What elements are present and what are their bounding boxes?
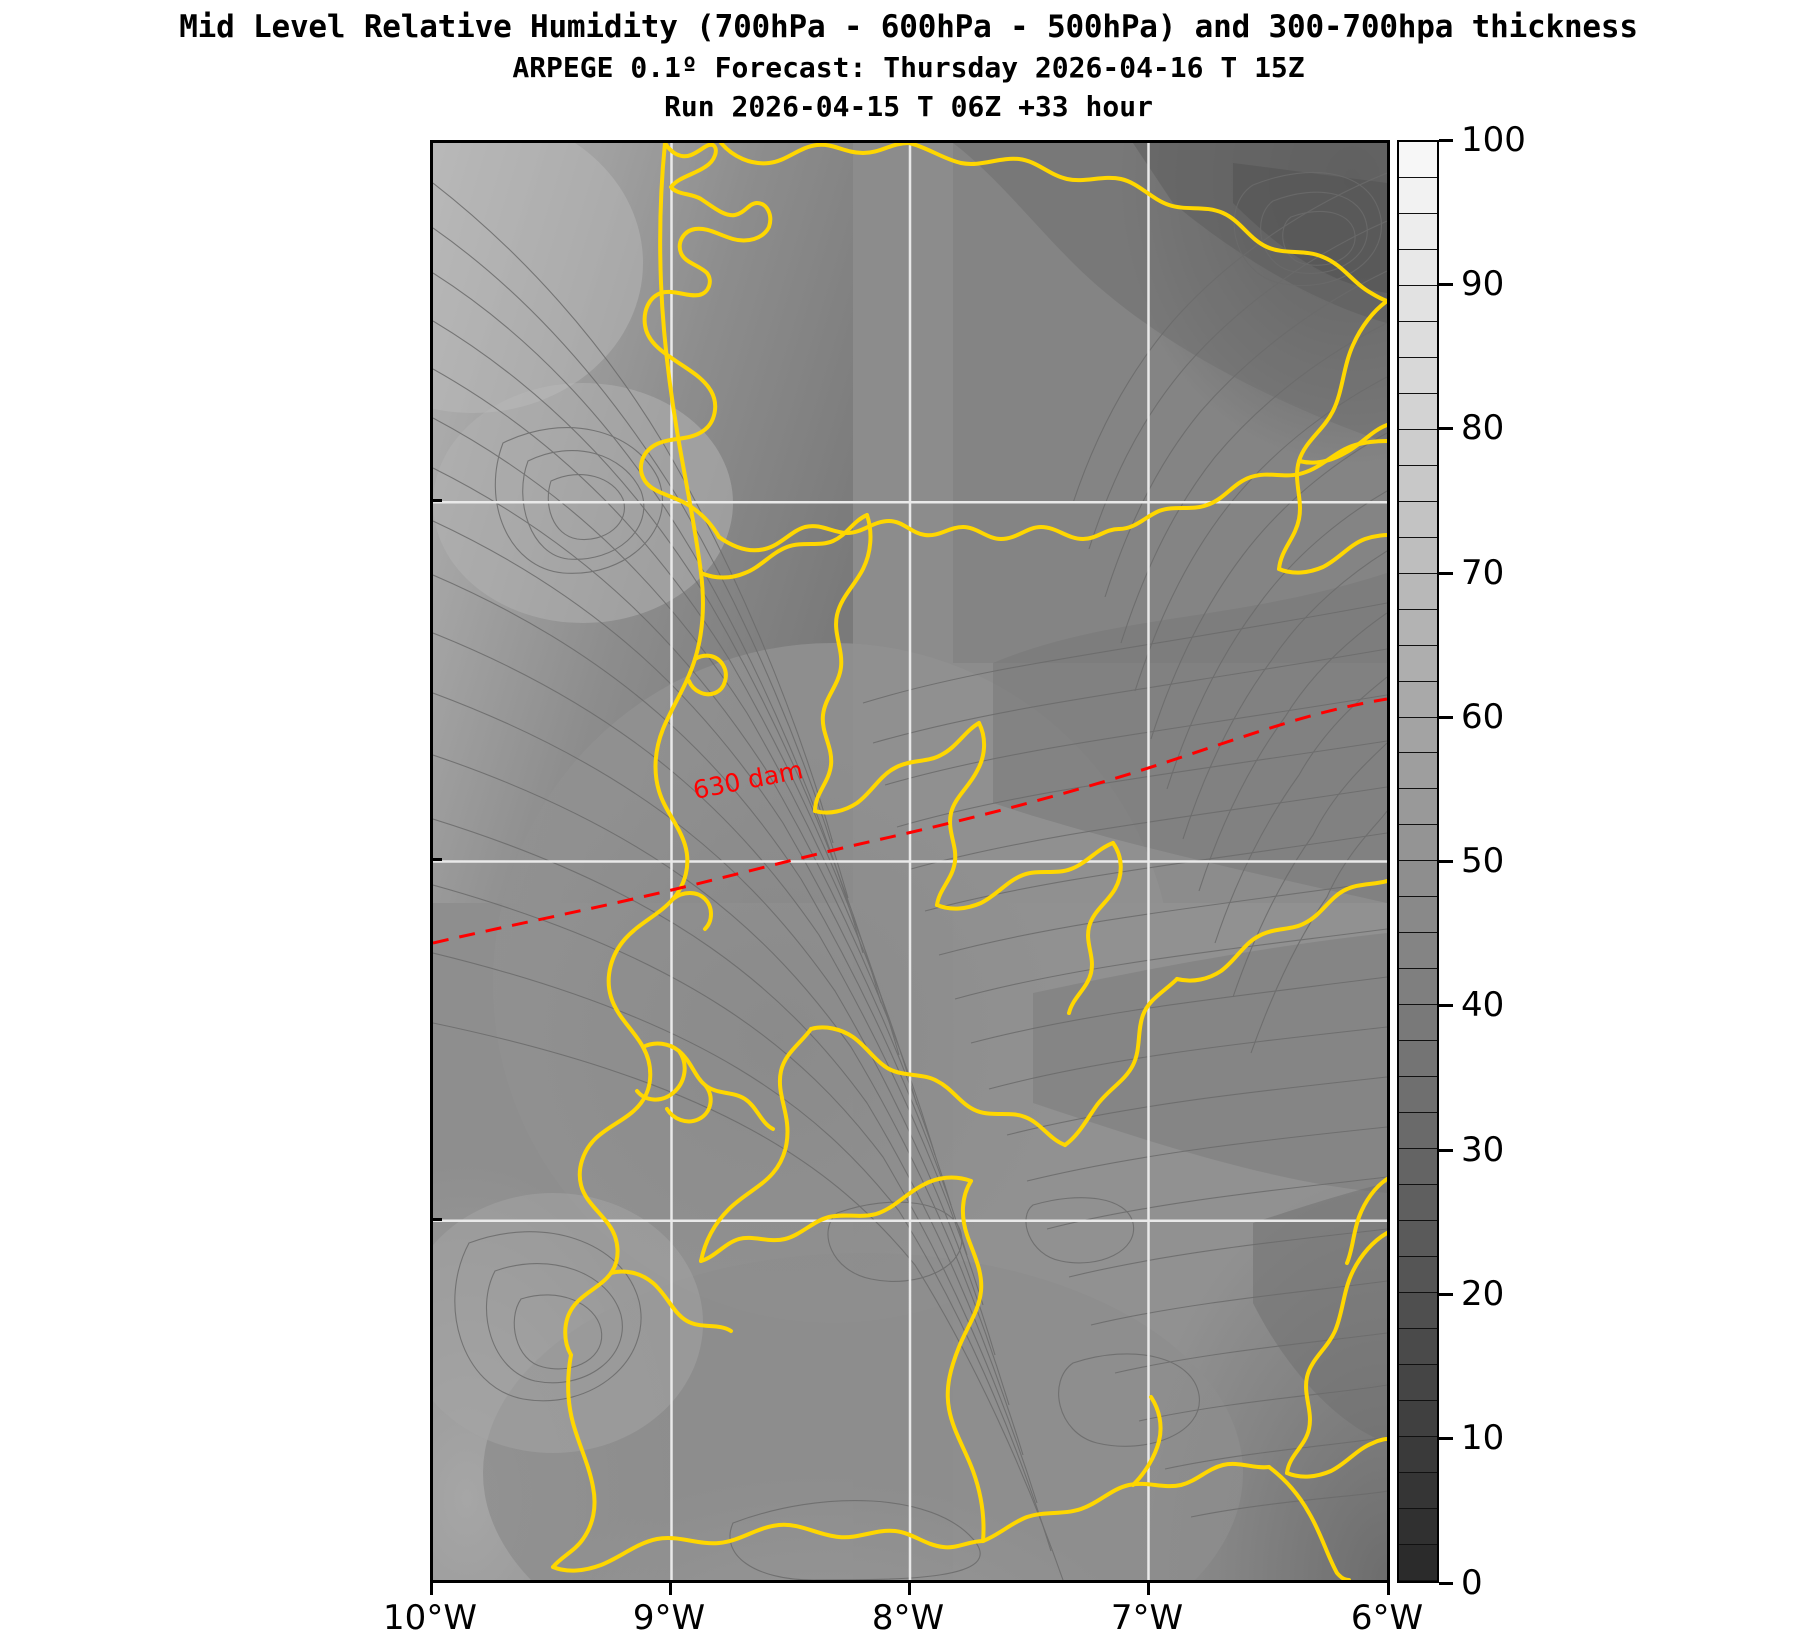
colorbar-band <box>1399 1544 1437 1581</box>
cbtick-mark-100 <box>1439 139 1453 142</box>
colorbar-band <box>1399 1185 1437 1222</box>
cbtick-label-60: 60 <box>1461 697 1505 737</box>
colorbar-band <box>1399 1472 1437 1509</box>
colorbar-band <box>1399 142 1437 178</box>
xtick-mark-6W <box>1387 1583 1390 1595</box>
colorbar-band <box>1399 1328 1437 1365</box>
xtick-mark-7W <box>1147 1583 1150 1595</box>
cbtick-mark-20 <box>1439 1293 1453 1296</box>
xtick-label-7W: 7°W <box>1110 1598 1184 1638</box>
cbtick-label-10: 10 <box>1461 1418 1505 1458</box>
cbtick-mark-30 <box>1439 1149 1453 1152</box>
chart-title-line1: Mid Level Relative Humidity (700hPa - 60… <box>179 9 1638 45</box>
cbtick-label-40: 40 <box>1461 985 1505 1025</box>
colorbar-band <box>1399 321 1437 358</box>
colorbar-band <box>1399 1293 1437 1329</box>
colorbar-band <box>1399 933 1437 970</box>
colorbar-band <box>1399 1041 1437 1078</box>
cbtick-mark-40 <box>1439 1004 1453 1007</box>
ytick-mark-38N <box>430 1218 442 1221</box>
cbtick-mark-10 <box>1439 1437 1453 1440</box>
colorbar-band <box>1399 717 1437 754</box>
xtick-mark-10W <box>430 1583 433 1595</box>
colorbar-band <box>1399 1077 1437 1114</box>
colorbar-band <box>1399 573 1437 610</box>
cbtick-label-100: 100 <box>1461 120 1526 160</box>
cbtick-mark-80 <box>1439 427 1453 430</box>
cbtick-mark-50 <box>1439 860 1453 863</box>
cbtick-mark-0 <box>1439 1582 1453 1585</box>
colorbar-band <box>1399 825 1437 862</box>
cbtick-mark-60 <box>1439 716 1453 719</box>
xtick-label-9W: 9°W <box>632 1598 706 1638</box>
colorbar-band <box>1399 465 1437 502</box>
colorbar-band <box>1399 1364 1437 1401</box>
cbtick-mark-90 <box>1439 283 1453 286</box>
map-plot-area[interactable]: 630 dam <box>430 140 1390 1583</box>
xtick-label-6W: 6°W <box>1350 1598 1424 1638</box>
colorbar-band <box>1399 1436 1437 1473</box>
colorbar-band <box>1399 897 1437 934</box>
colorbar-band <box>1399 609 1437 646</box>
colorbar-band <box>1399 1113 1437 1150</box>
colorbar-band <box>1399 1005 1437 1042</box>
cbtick-label-20: 20 <box>1461 1274 1505 1314</box>
title-block: Mid Level Relative Humidity (700hPa - 60… <box>0 0 1817 126</box>
colorbar-band <box>1399 357 1437 394</box>
cbtick-label-0: 0 <box>1461 1563 1483 1603</box>
cbtick-mark-70 <box>1439 572 1453 575</box>
ytick-mark-41N <box>430 499 442 502</box>
coastline-border-overlay <box>551 143 1387 1580</box>
cbtick-label-50: 50 <box>1461 841 1505 881</box>
colorbar-band <box>1399 789 1437 826</box>
colorbar-band <box>1399 537 1437 574</box>
colorbar-band <box>1399 1257 1437 1293</box>
ytick-mark-39.5N <box>430 858 442 861</box>
colorbar-band <box>1399 429 1437 466</box>
colorbar-band <box>1399 969 1437 1006</box>
xtick-label-8W: 8°W <box>871 1598 945 1638</box>
colorbar-band <box>1399 213 1437 250</box>
cbtick-label-90: 90 <box>1461 264 1505 304</box>
cbtick-label-80: 80 <box>1461 408 1505 448</box>
xtick-mark-9W <box>669 1583 672 1595</box>
colorbar-band <box>1399 285 1437 322</box>
colorbar[interactable] <box>1397 140 1439 1583</box>
colorbar-band <box>1399 1149 1437 1186</box>
y-axis: 42.5°N 41°N 39.5°N 38°N 36.5°N <box>0 0 424 1646</box>
colorbar-band <box>1399 1508 1437 1545</box>
colorbar-band <box>1399 753 1437 790</box>
colorbar-band <box>1399 1221 1437 1258</box>
cbtick-label-70: 70 <box>1461 553 1505 593</box>
colorbar-band <box>1399 1400 1437 1437</box>
xtick-mark-8W <box>908 1583 911 1595</box>
colorbar-band <box>1399 681 1437 718</box>
ytick-mark-42.5N <box>430 140 442 143</box>
map-svg: 630 dam <box>433 143 1387 1580</box>
colorbar-band <box>1399 249 1437 286</box>
colorbar-band <box>1399 501 1437 538</box>
ytick-mark-36.5N <box>430 1580 442 1583</box>
colorbar-band <box>1399 645 1437 682</box>
chart-title-line3: Run 2026-04-15 T 06Z +33 hour <box>664 90 1153 123</box>
cbtick-label-30: 30 <box>1461 1130 1505 1170</box>
colorbar-band <box>1399 393 1437 430</box>
colorbar-band <box>1399 861 1437 898</box>
chart-title-line2: ARPEGE 0.1º Forecast: Thursday 2026-04-1… <box>512 51 1305 84</box>
xtick-label-10W: 10°W <box>383 1598 477 1638</box>
colorbar-band <box>1399 177 1437 214</box>
